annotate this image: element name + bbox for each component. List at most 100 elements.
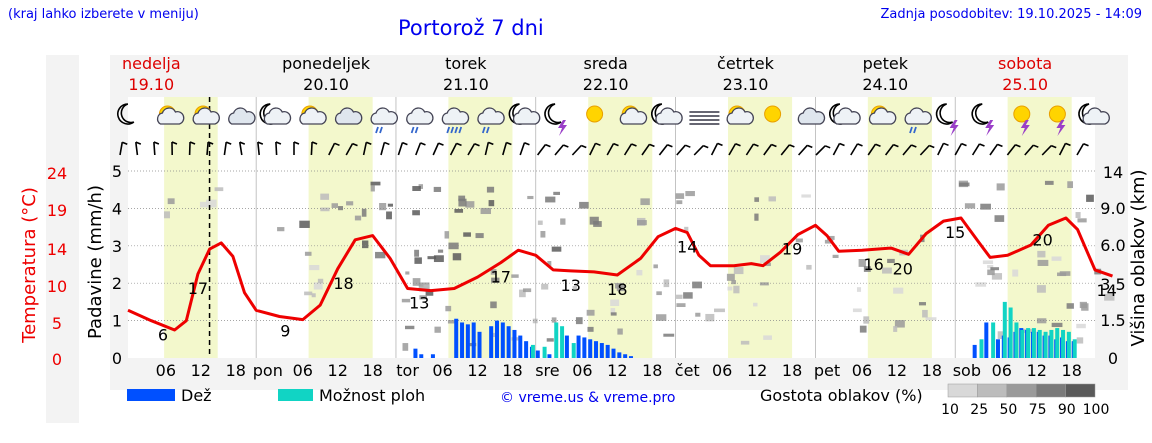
cloud-cell — [617, 328, 623, 335]
cloud-cell — [370, 181, 381, 186]
cloud-cell — [354, 215, 362, 221]
lightning — [1020, 120, 1030, 136]
moon-cloud-icon — [829, 103, 861, 125]
temp-tick-label: 19 — [47, 201, 67, 220]
temp-tick-label: 10 — [47, 277, 67, 296]
cloud-cell — [852, 308, 862, 313]
cloud-cell — [610, 308, 616, 315]
daylight-band — [588, 97, 653, 358]
cloud-cell — [676, 200, 683, 205]
cloud-cell — [427, 256, 437, 260]
barb-feather — [506, 141, 512, 146]
barb-feather — [420, 142, 426, 146]
barb-staff — [119, 142, 124, 156]
cloud-cell — [1076, 337, 1084, 344]
x-tick-label: 06 — [572, 361, 592, 380]
cloud-cell — [656, 314, 667, 321]
barb-feather — [961, 142, 967, 147]
cloud-cell — [488, 200, 495, 207]
barb-staff — [798, 144, 808, 156]
wind-barb-icon — [432, 142, 444, 156]
wind-barb-icon — [1058, 142, 1071, 156]
temperature-label: 20 — [1032, 230, 1052, 249]
wind-barb-icon — [119, 141, 128, 156]
cloud-cell — [414, 257, 422, 264]
x-tick-label: 12 — [887, 361, 907, 380]
wind-barb-icon — [867, 143, 881, 156]
x-tick-label: 18 — [642, 361, 662, 380]
x-tick-label: 12 — [467, 361, 487, 380]
precip-tick-label: 5 — [112, 162, 122, 181]
barb-staff — [1041, 145, 1052, 156]
barb-staff — [223, 142, 228, 156]
cloud-cell — [740, 340, 750, 345]
rain-bar — [995, 339, 1000, 358]
cloud-shape — [619, 107, 648, 125]
cloud-cell — [614, 282, 623, 289]
barb-staff — [1006, 144, 1017, 156]
cloud-cell — [586, 309, 595, 316]
barb-feather — [257, 141, 264, 145]
cloud-cell — [763, 262, 771, 267]
shower-bar — [554, 322, 559, 358]
day-date: 20.10 — [303, 75, 349, 94]
rain-bar — [623, 354, 628, 358]
cloud-cell — [1036, 318, 1047, 324]
barb-feather — [857, 143, 863, 147]
cloud-shape — [192, 107, 220, 125]
cloud-cell — [551, 246, 562, 252]
temp-axis-label: Temperatura (°C) — [19, 187, 40, 344]
cloud-cell — [480, 207, 492, 215]
temperature-label: 14 — [1096, 281, 1116, 300]
rain-bar — [547, 354, 552, 358]
cloud-height-tick-label: 14 — [1103, 163, 1123, 182]
shower-bar — [979, 339, 984, 358]
wind-barb-icon — [832, 142, 845, 156]
cloud-cell — [637, 220, 647, 226]
barb-feather — [1083, 142, 1089, 147]
sun-shape — [586, 105, 604, 123]
shower-bar — [991, 322, 996, 358]
barb-feather — [293, 141, 300, 145]
cloud-cell — [684, 226, 689, 232]
barb-feather — [189, 141, 196, 145]
cloud-cell — [560, 218, 566, 225]
shower-bar — [1049, 329, 1054, 358]
cloud-cell — [1012, 269, 1019, 277]
cloud-cell — [824, 239, 834, 244]
rain-bar — [576, 335, 581, 358]
cloud-cell — [1044, 180, 1054, 185]
barb-staff — [310, 141, 313, 156]
barb-staff — [467, 143, 476, 156]
cloud-cell — [465, 201, 475, 208]
rain-bar — [617, 352, 622, 358]
cloud-shape — [370, 107, 398, 125]
rain-bar — [535, 350, 540, 358]
sun-icon — [586, 105, 604, 123]
cloud-cell — [320, 193, 330, 200]
precip-axis-label: Padavine (mm/h) — [85, 185, 106, 339]
wind-barb-icon — [415, 142, 426, 156]
cloud-cell — [206, 199, 217, 208]
temperature-label: 15 — [945, 223, 965, 242]
rain-bar — [494, 320, 499, 358]
shower-bar — [1020, 329, 1025, 358]
barb-feather — [438, 142, 444, 146]
temperature-line — [127, 216, 1114, 332]
x-tick-label: 06 — [156, 361, 176, 380]
barb-staff — [328, 142, 336, 156]
cloud-cell — [444, 231, 450, 239]
cloud-cell — [754, 197, 760, 202]
barb-feather — [807, 144, 813, 149]
cloud-cell — [475, 233, 484, 239]
cloud-cell — [540, 231, 546, 238]
temp-tick-label: 0 — [52, 350, 62, 369]
wind-barb-icon — [606, 142, 619, 156]
rain-bar — [489, 326, 494, 358]
cloud-legend-swatch — [1065, 383, 1096, 398]
barb-feather — [911, 144, 917, 148]
barb-staff — [275, 141, 278, 156]
barb-feather — [239, 141, 246, 145]
cloud-cell — [676, 294, 683, 299]
shower-bar — [1002, 301, 1007, 358]
